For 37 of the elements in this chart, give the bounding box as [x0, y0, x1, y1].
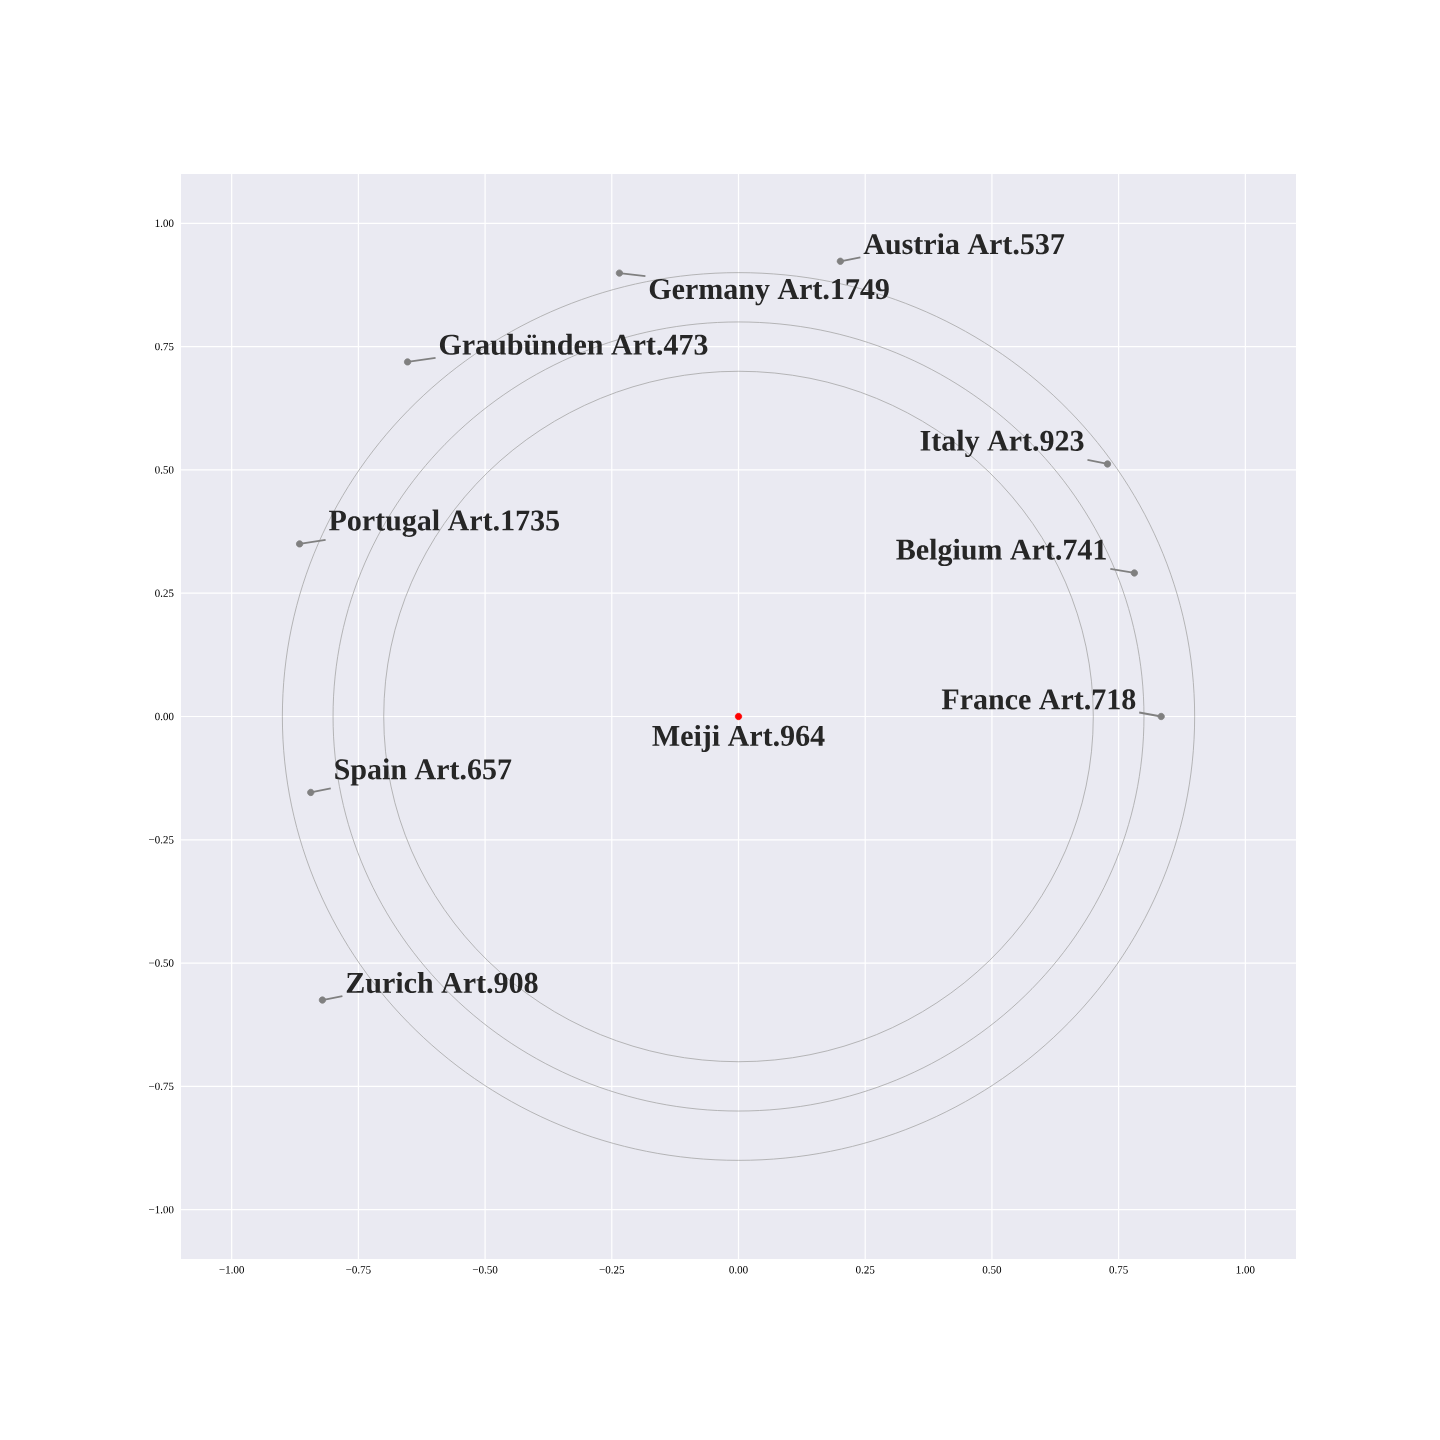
- point: [836, 257, 844, 265]
- y-tick-label: 0.25: [155, 589, 174, 597]
- annotation: France Art.718: [941, 689, 1136, 710]
- y-tick-label: 1.00: [155, 219, 174, 228]
- point: [296, 540, 304, 548]
- x-tick-label: 1.00: [1236, 1266, 1255, 1274]
- x-tick-label: −0.25: [599, 1266, 625, 1274]
- annotation: Spain Art.657: [335, 758, 512, 786]
- y-tick-label: −0.25: [149, 836, 174, 844]
- x-tick-label: 0.75: [1109, 1266, 1128, 1274]
- point: [1157, 712, 1165, 721]
- y-tick-label: 0.75: [155, 342, 174, 351]
- annotation: Italy Art.923: [920, 429, 1084, 458]
- y-tick-label: −0.75: [149, 1082, 174, 1091]
- annotation: Graubünden Art.473: [439, 333, 708, 356]
- y-tick-label: 0.50: [155, 466, 174, 474]
- point: [615, 269, 624, 277]
- annotation: Meiji Art.964: [652, 724, 825, 753]
- x-tick-label: −0.75: [346, 1266, 371, 1274]
- y-tick-label: −0.50: [149, 959, 174, 967]
- point: [1130, 569, 1138, 577]
- annotation: Germany Art.1749: [649, 279, 889, 306]
- annotation: Zurich Art.908: [346, 971, 538, 994]
- x-tick-label: −1.00: [219, 1266, 244, 1274]
- annotation: Portugal Art.1735: [329, 509, 559, 537]
- annotation: Belgium Art.741: [896, 538, 1106, 567]
- x-tick-label: −0.50: [472, 1266, 498, 1274]
- x-tick-label: 0.00: [729, 1266, 748, 1274]
- point: [1103, 460, 1112, 468]
- point: [318, 996, 327, 1004]
- x-tick-label: 0.25: [856, 1266, 875, 1274]
- point: [307, 788, 315, 797]
- y-tick-label: −1.00: [149, 1205, 174, 1214]
- point: [403, 358, 412, 366]
- annotation: Austria Art.537: [863, 233, 1065, 255]
- x-tick-label: 0.50: [982, 1266, 1002, 1274]
- y-tick-label: 0.00: [155, 712, 174, 721]
